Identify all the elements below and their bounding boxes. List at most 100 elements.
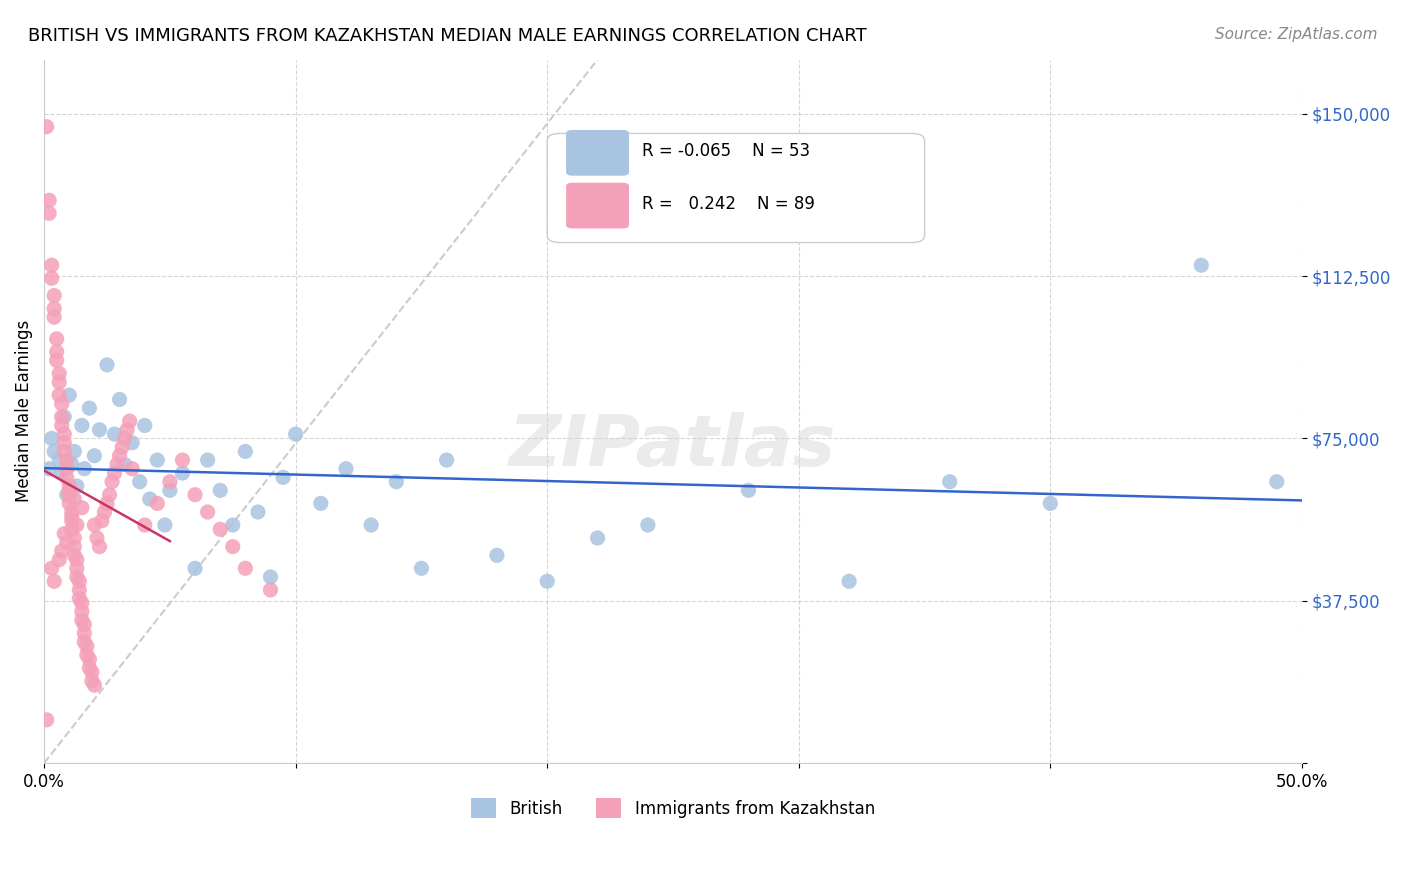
Immigrants from Kazakhstan — [44, 301, 66, 316]
Immigrants from Kazakhstan — [58, 483, 80, 498]
British — [436, 453, 458, 467]
Immigrants from Kazakhstan — [146, 496, 169, 510]
British — [1189, 258, 1212, 272]
British — [1039, 496, 1062, 510]
Immigrants from Kazakhstan — [121, 461, 143, 475]
British — [60, 458, 83, 472]
British — [70, 418, 93, 433]
British — [146, 453, 169, 467]
Text: R = -0.065    N = 53: R = -0.065 N = 53 — [641, 142, 810, 160]
Legend: British, Immigrants from Kazakhstan: British, Immigrants from Kazakhstan — [464, 791, 882, 825]
Immigrants from Kazakhstan — [103, 466, 125, 480]
Immigrants from Kazakhstan — [63, 491, 86, 506]
British — [360, 518, 382, 533]
Immigrants from Kazakhstan — [101, 475, 124, 489]
Text: R =   0.242    N = 89: R = 0.242 N = 89 — [641, 194, 814, 213]
Immigrants from Kazakhstan — [63, 540, 86, 554]
Y-axis label: Median Male Earnings: Median Male Earnings — [15, 320, 32, 502]
British — [737, 483, 759, 498]
Text: BRITISH VS IMMIGRANTS FROM KAZAKHSTAN MEDIAN MALE EARNINGS CORRELATION CHART: BRITISH VS IMMIGRANTS FROM KAZAKHSTAN ME… — [28, 27, 868, 45]
British — [259, 570, 281, 584]
Immigrants from Kazakhstan — [60, 522, 83, 536]
Immigrants from Kazakhstan — [70, 596, 93, 610]
Immigrants from Kazakhstan — [51, 409, 73, 424]
British — [128, 475, 150, 489]
British — [51, 466, 73, 480]
Immigrants from Kazakhstan — [73, 617, 96, 632]
Immigrants from Kazakhstan — [55, 453, 77, 467]
Text: Source: ZipAtlas.com: Source: ZipAtlas.com — [1215, 27, 1378, 42]
Immigrants from Kazakhstan — [70, 605, 93, 619]
FancyBboxPatch shape — [547, 134, 925, 243]
Immigrants from Kazakhstan — [51, 397, 73, 411]
British — [41, 432, 63, 446]
Immigrants from Kazakhstan — [41, 271, 63, 285]
Immigrants from Kazakhstan — [259, 582, 281, 597]
British — [586, 531, 609, 545]
Immigrants from Kazakhstan — [51, 418, 73, 433]
Immigrants from Kazakhstan — [55, 461, 77, 475]
Immigrants from Kazakhstan — [80, 665, 103, 680]
British — [44, 444, 66, 458]
Immigrants from Kazakhstan — [35, 713, 58, 727]
British — [159, 483, 181, 498]
British — [222, 518, 245, 533]
Immigrants from Kazakhstan — [48, 367, 70, 381]
Immigrants from Kazakhstan — [44, 310, 66, 325]
Immigrants from Kazakhstan — [55, 535, 77, 549]
British — [271, 470, 294, 484]
British — [89, 423, 111, 437]
Immigrants from Kazakhstan — [53, 526, 76, 541]
British — [96, 358, 118, 372]
British — [103, 427, 125, 442]
British — [335, 461, 357, 475]
Immigrants from Kazakhstan — [76, 648, 98, 662]
British — [197, 453, 219, 467]
Immigrants from Kazakhstan — [80, 673, 103, 688]
Immigrants from Kazakhstan — [184, 488, 207, 502]
British — [139, 491, 162, 506]
Immigrants from Kazakhstan — [91, 514, 114, 528]
Immigrants from Kazakhstan — [38, 194, 60, 208]
Immigrants from Kazakhstan — [58, 488, 80, 502]
Immigrants from Kazakhstan — [111, 440, 134, 454]
Immigrants from Kazakhstan — [105, 458, 128, 472]
British — [637, 518, 659, 533]
Immigrants from Kazakhstan — [51, 544, 73, 558]
Immigrants from Kazakhstan — [86, 531, 108, 545]
Immigrants from Kazakhstan — [134, 518, 156, 533]
British — [246, 505, 269, 519]
Immigrants from Kazakhstan — [45, 353, 67, 368]
British — [58, 388, 80, 402]
Text: ZIPatlas: ZIPatlas — [509, 412, 837, 481]
British — [1265, 475, 1288, 489]
Immigrants from Kazakhstan — [63, 549, 86, 563]
Immigrants from Kazakhstan — [63, 531, 86, 545]
Immigrants from Kazakhstan — [108, 449, 131, 463]
Immigrants from Kazakhstan — [60, 509, 83, 524]
British — [114, 458, 136, 472]
Immigrants from Kazakhstan — [79, 652, 101, 666]
Immigrants from Kazakhstan — [159, 475, 181, 489]
British — [938, 475, 960, 489]
Immigrants from Kazakhstan — [48, 552, 70, 566]
Immigrants from Kazakhstan — [73, 635, 96, 649]
Immigrants from Kazakhstan — [48, 375, 70, 389]
FancyBboxPatch shape — [567, 183, 628, 228]
British — [63, 444, 86, 458]
Immigrants from Kazakhstan — [48, 388, 70, 402]
Immigrants from Kazakhstan — [115, 423, 138, 437]
British — [172, 466, 194, 480]
Immigrants from Kazakhstan — [45, 332, 67, 346]
Immigrants from Kazakhstan — [41, 561, 63, 575]
Immigrants from Kazakhstan — [209, 522, 232, 536]
Immigrants from Kazakhstan — [66, 518, 89, 533]
Immigrants from Kazakhstan — [66, 552, 89, 566]
British — [838, 574, 860, 589]
Immigrants from Kazakhstan — [70, 613, 93, 627]
Immigrants from Kazakhstan — [35, 120, 58, 134]
Immigrants from Kazakhstan — [83, 678, 105, 692]
British — [184, 561, 207, 575]
Immigrants from Kazakhstan — [67, 591, 90, 606]
British — [411, 561, 433, 575]
